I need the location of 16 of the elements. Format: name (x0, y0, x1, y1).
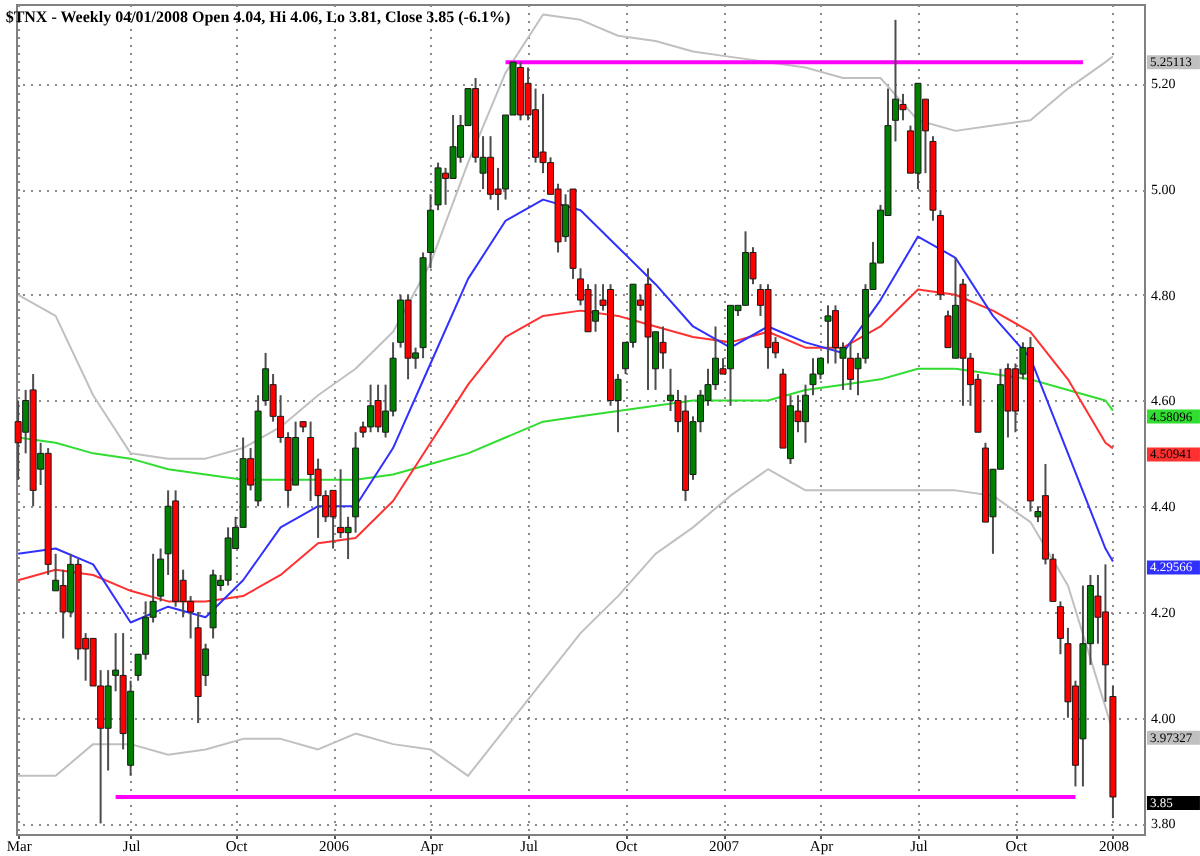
candlestick (659, 325, 667, 370)
candlestick (592, 283, 600, 333)
candlestick (517, 61, 525, 122)
candlestick (224, 526, 232, 587)
candlestick (809, 357, 817, 397)
candlestick (846, 341, 854, 391)
line-series (17, 198, 1114, 624)
line-series (17, 468, 1114, 777)
candlestick (374, 383, 382, 434)
candlestick (59, 568, 67, 640)
candlestick (801, 383, 809, 444)
chart-title: $TNX - Weekly 04/01/2008 Open 4.04, Hi 4.06, Lo 3.81, Close 3.85 (-6.1%) (5, 8, 511, 26)
line-series (17, 288, 1114, 603)
candlestick (367, 383, 375, 434)
candlestick (899, 92, 907, 122)
candlestick (292, 420, 300, 487)
